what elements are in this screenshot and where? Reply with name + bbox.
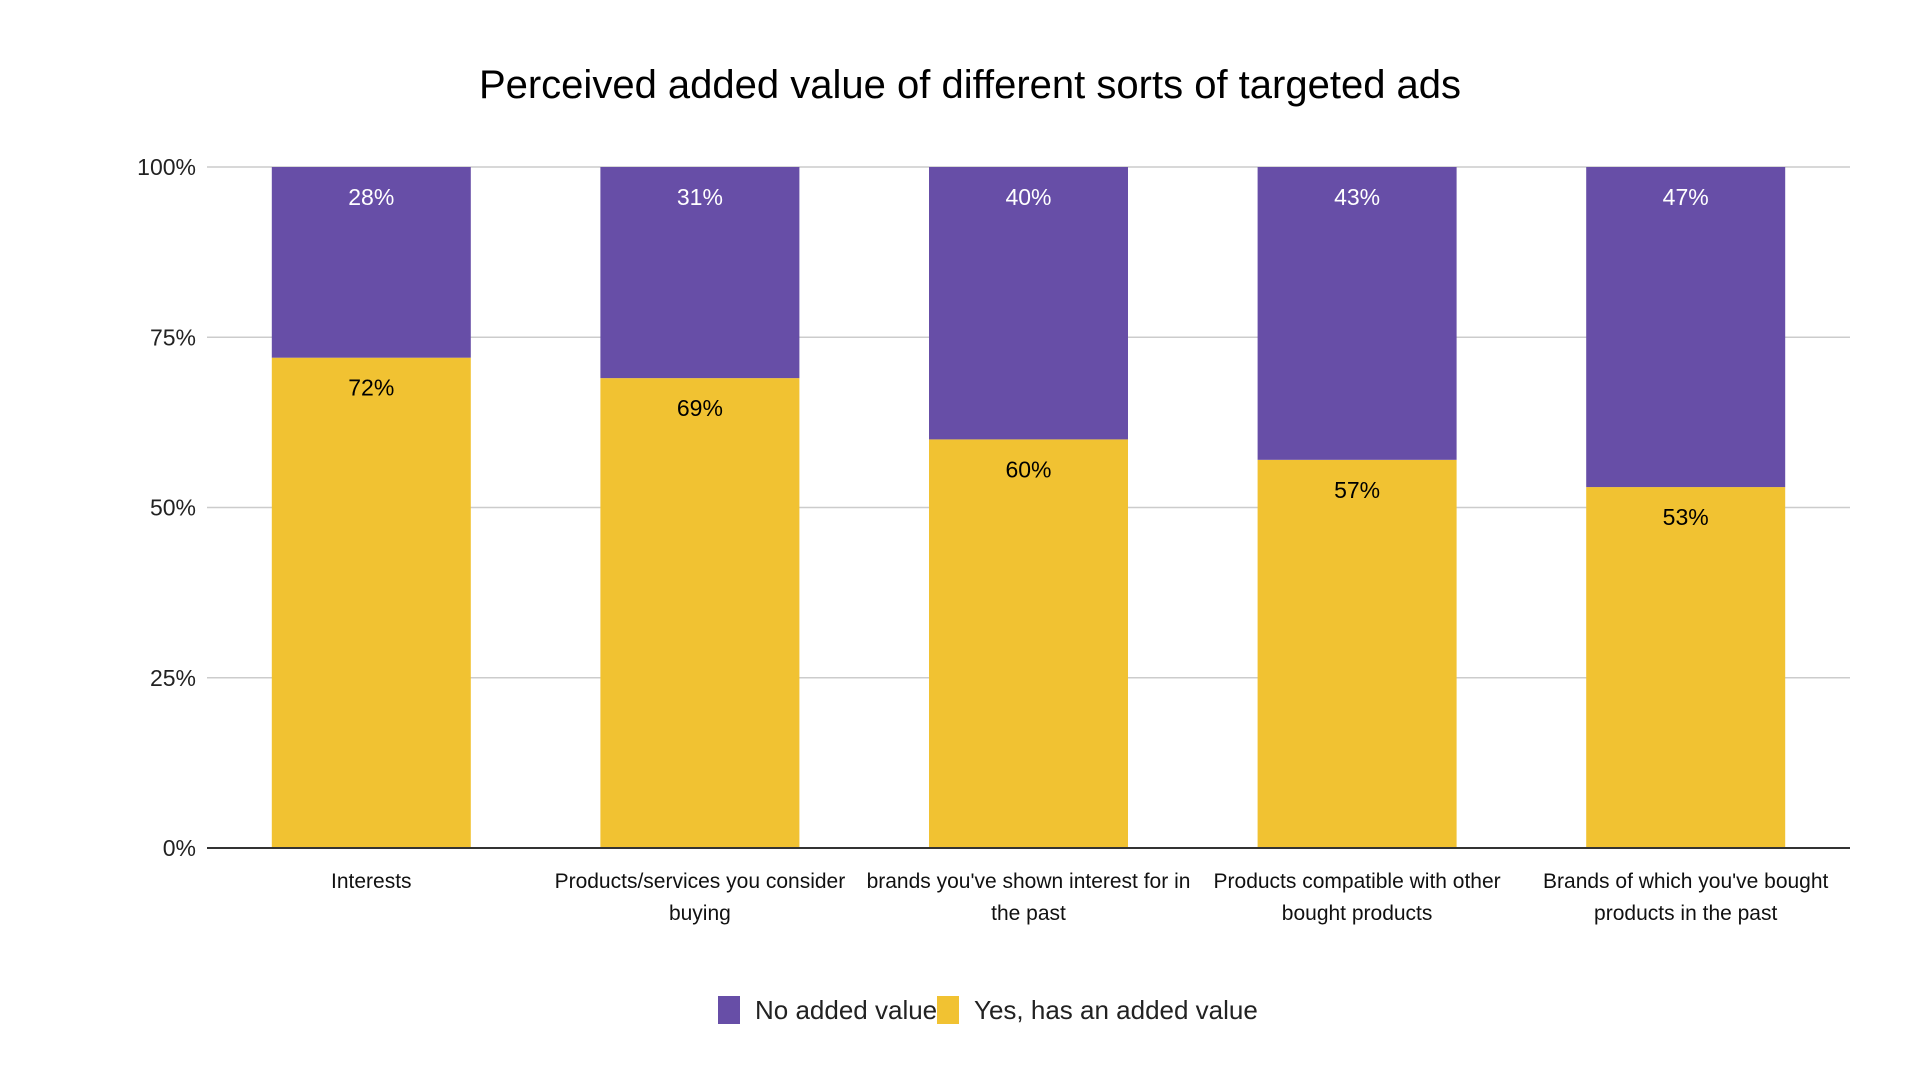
data-label: 47% bbox=[1663, 184, 1709, 210]
legend: No added value Yes, has an added value bbox=[718, 995, 1258, 1025]
legend-label: No added value bbox=[755, 995, 937, 1025]
category-label: Interests bbox=[331, 870, 412, 893]
category-label-line: buying bbox=[669, 902, 731, 925]
y-tick-label: 0% bbox=[163, 835, 196, 861]
data-label: 28% bbox=[348, 184, 394, 210]
data-label: 53% bbox=[1663, 504, 1709, 530]
data-label: 69% bbox=[677, 395, 723, 421]
bar-segment-yes-has-an-added-value bbox=[1257, 459, 1457, 848]
bar-segment-no-added-value bbox=[600, 167, 800, 379]
category-label-line: Products/services you consider bbox=[555, 870, 846, 893]
chart-title: Perceived added value of different sorts… bbox=[479, 63, 1461, 107]
y-axis-tick-labels: 0% 25% 50% 75% 100% bbox=[137, 154, 196, 861]
data-label: 43% bbox=[1334, 184, 1380, 210]
category-label-line: bought products bbox=[1282, 902, 1433, 925]
y-tick-label: 100% bbox=[137, 154, 196, 180]
y-tick-label: 25% bbox=[150, 665, 196, 691]
y-tick-label: 50% bbox=[150, 495, 196, 521]
category-label-line: Products compatible with other bbox=[1214, 870, 1501, 893]
bar-segment-yes-has-an-added-value bbox=[271, 357, 471, 848]
data-label: 60% bbox=[1005, 456, 1051, 482]
legend-label: Yes, has an added value bbox=[974, 995, 1258, 1025]
category-label-line: Brands of which you've bought bbox=[1543, 870, 1829, 893]
category-label-line: the past bbox=[991, 902, 1066, 925]
bar-segment-yes-has-an-added-value bbox=[929, 439, 1128, 848]
category-label: Products compatible with other bought pro… bbox=[1214, 870, 1501, 925]
bar-segment-no-added-value bbox=[1586, 167, 1786, 488]
data-label: 72% bbox=[348, 375, 394, 401]
category-label-line: Interests bbox=[331, 870, 412, 893]
y-tick-label: 75% bbox=[150, 324, 196, 350]
bar-segment-no-added-value bbox=[1257, 167, 1457, 460]
bar-segment-no-added-value bbox=[929, 167, 1128, 440]
x-axis-category-labels: Interests Products/services you consider b… bbox=[331, 870, 1829, 925]
legend-swatch bbox=[937, 996, 959, 1024]
data-label: 31% bbox=[677, 184, 723, 210]
category-label-line: products in the past bbox=[1594, 902, 1777, 925]
category-label: Products/services you consider buying bbox=[555, 870, 846, 925]
data-labels: 72% 28% 69% 31% 60% 40% 57% 43% 53% 47% bbox=[348, 184, 1708, 530]
data-label: 57% bbox=[1334, 477, 1380, 503]
bar-segment-yes-has-an-added-value bbox=[600, 378, 800, 848]
category-label: brands you've shown interest for in the p… bbox=[867, 870, 1191, 925]
bars bbox=[271, 167, 1786, 848]
legend-swatch bbox=[718, 996, 740, 1024]
category-label: Brands of which you've bought products in… bbox=[1543, 870, 1829, 925]
bar-segment-yes-has-an-added-value bbox=[1586, 487, 1786, 848]
bar-segment-no-added-value bbox=[271, 167, 471, 358]
category-label-line: brands you've shown interest for in bbox=[867, 870, 1191, 893]
data-label: 40% bbox=[1005, 184, 1051, 210]
